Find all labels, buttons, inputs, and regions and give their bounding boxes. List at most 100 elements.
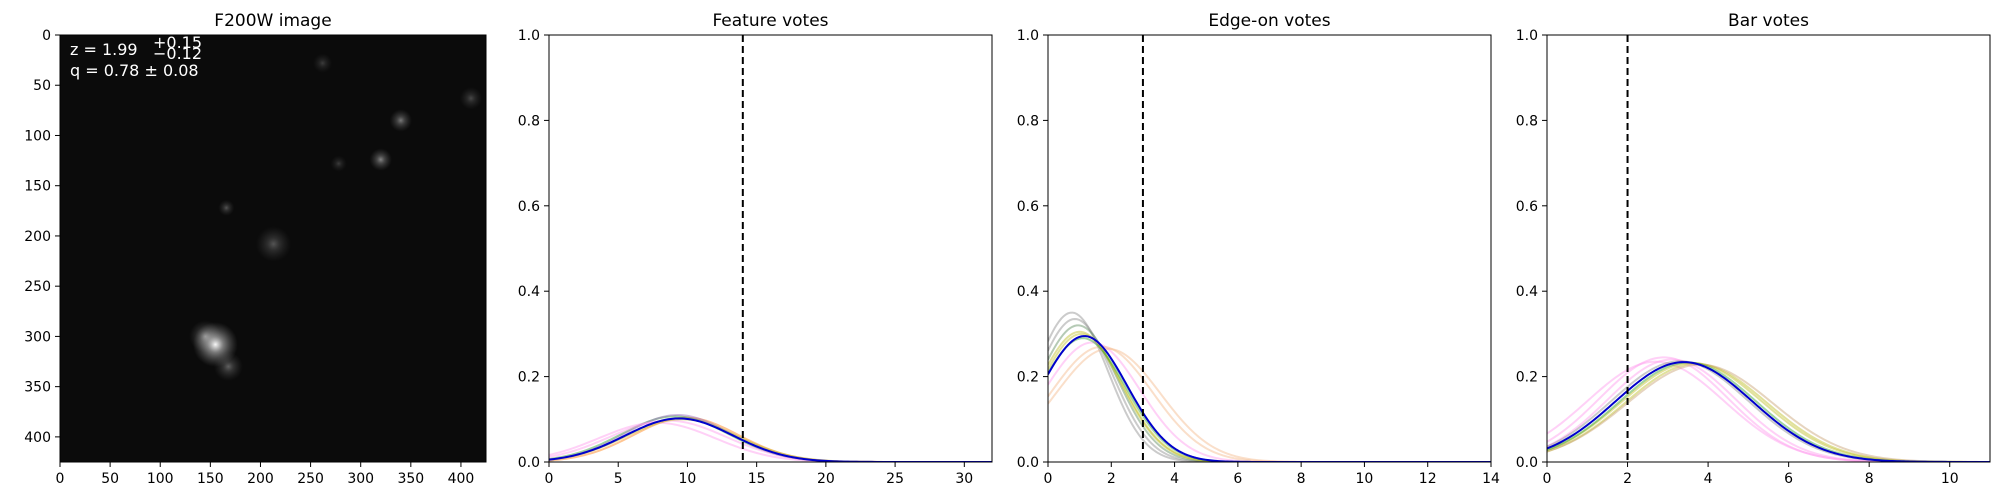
posterior-curve: [1547, 358, 1990, 462]
y-tick-label: 300: [24, 329, 51, 345]
x-tick-label: 150: [197, 471, 224, 487]
x-tick-label: 25: [886, 471, 904, 487]
galaxy-source: [218, 199, 235, 216]
x-tick-label: 0: [545, 471, 554, 487]
y-tick-label: 0.8: [1017, 113, 1039, 129]
y-tick-label: 0.6: [1017, 199, 1039, 215]
x-tick-label: 4: [1170, 471, 1179, 487]
y-tick-label: 0.4: [1017, 284, 1039, 300]
posterior-curve: [549, 414, 992, 462]
y-tick-label: 250: [24, 279, 51, 295]
x-tick-label: 0: [1044, 471, 1053, 487]
posterior-curve: [1048, 347, 1491, 462]
x-tick-label: 5: [614, 471, 623, 487]
y-tick-label: 0.0: [1017, 455, 1039, 471]
y-tick-label: 0.0: [518, 455, 540, 471]
plot-area: [1547, 35, 1990, 462]
x-tick-label: 15: [748, 471, 766, 487]
posterior-curve: [1048, 337, 1491, 462]
plot-area: [1048, 35, 1491, 462]
x-tick-label: 4: [1704, 471, 1713, 487]
y-tick-label: 50: [33, 78, 51, 94]
redshift-annotation: z = 1.99: [70, 40, 138, 59]
x-tick-label: 300: [347, 471, 374, 487]
panel-4: Bar votes 0 2 4 6 8 10 0.0 0.2 0.4 0.6 0.8 1.0: [1516, 11, 1991, 487]
x-tick-label: 30: [955, 471, 973, 487]
panel-title: Feature votes: [712, 11, 828, 31]
x-tick-label: 0: [1543, 471, 1552, 487]
posterior-curve: [1048, 311, 1491, 462]
x-tick-label: 100: [147, 471, 174, 487]
panel-2: Feature votes 0 5 10 15 20 25 30 0.0 0.2 0.4 0.6 0.8…: [518, 11, 993, 487]
y-tick-label: 100: [24, 128, 51, 144]
y-tick-label: 0.4: [1516, 284, 1538, 300]
y-tick-label: 0.2: [1516, 370, 1538, 386]
y-tick-label: 0.4: [518, 284, 540, 300]
y-tick-label: 1.0: [518, 28, 540, 44]
galaxy-source: [389, 109, 413, 132]
y-tick-label: 0.8: [1516, 113, 1538, 129]
y-tick-label: 0.6: [1516, 199, 1538, 215]
y-tick-label: 1.0: [1516, 28, 1538, 44]
x-tick-label: 20: [817, 471, 835, 487]
galaxy-source: [255, 226, 292, 262]
y-tick-label: 200: [24, 229, 51, 245]
x-tick-label: 14: [1482, 471, 1500, 487]
y-tick-label: 0.8: [518, 113, 540, 129]
plot-area: [549, 35, 992, 462]
axes-frame: [1546, 34, 1991, 463]
galaxy-source: [312, 53, 333, 73]
x-tick-label: 400: [448, 471, 475, 487]
panel-1: F200W image 0 50 100 150 200 250 300 350 400 0 50 10…: [24, 11, 487, 487]
redshift-lower-error: −0.12: [153, 44, 202, 63]
x-tick-label: 6: [1233, 471, 1242, 487]
x-tick-label: 8: [1865, 471, 1874, 487]
y-tick-label: 400: [24, 430, 51, 446]
y-tick-label: 1.0: [1017, 28, 1039, 44]
galaxy-source: [213, 352, 243, 381]
y-tick-label: 0.0: [1516, 455, 1538, 471]
x-tick-label: 10: [1356, 471, 1374, 487]
posterior-curve: [1048, 332, 1491, 462]
axes-frame: [59, 34, 487, 463]
posterior-curve: [1048, 330, 1491, 462]
x-tick-label: 10: [679, 471, 697, 487]
posterior-curve: [1048, 317, 1491, 462]
axis-ratio-annotation: q = 0.78 ± 0.08: [70, 61, 199, 80]
posterior-curve: [1048, 341, 1491, 462]
x-tick-label: 200: [247, 471, 274, 487]
galaxy-source: [330, 155, 347, 172]
panel-title: Edge-on votes: [1208, 11, 1330, 31]
x-tick-label: 2: [1623, 471, 1632, 487]
axes-frame: [548, 34, 993, 463]
x-tick-label: 50: [101, 471, 119, 487]
panel-title: Bar votes: [1728, 11, 1809, 31]
x-tick-label: 350: [397, 471, 424, 487]
posterior-curve: [1048, 324, 1491, 462]
panel-title: F200W image: [214, 11, 331, 31]
x-tick-label: 12: [1419, 471, 1437, 487]
posterior-curve: [549, 421, 992, 462]
mean-curve: [549, 417, 992, 462]
y-tick-label: 0.6: [518, 199, 540, 215]
galaxy-source: [189, 320, 222, 353]
y-tick-label: 350: [24, 380, 51, 396]
galaxy-source: [459, 87, 483, 110]
redshift-upper-error: +0.15: [153, 33, 202, 52]
y-tick-label: 150: [24, 179, 51, 195]
y-tick-label: 0.2: [1017, 370, 1039, 386]
posterior-curve: [549, 419, 992, 462]
x-tick-label: 0: [56, 471, 65, 487]
galaxy-source: [369, 148, 392, 171]
image-sources: [189, 53, 483, 381]
x-tick-label: 8: [1297, 471, 1306, 487]
posterior-curve: [549, 416, 992, 462]
x-tick-label: 250: [297, 471, 324, 487]
x-tick-label: 10: [1941, 471, 1959, 487]
x-tick-label: 2: [1107, 471, 1116, 487]
y-tick-label: 0.2: [518, 370, 540, 386]
y-tick-label: 0: [42, 28, 51, 44]
x-tick-label: 6: [1784, 471, 1793, 487]
panel-3: Edge-on votes 0 2 4 6 8 10 12 14 0.0 0.2 0.4 0.6 0.8 1…: [1017, 11, 1500, 487]
